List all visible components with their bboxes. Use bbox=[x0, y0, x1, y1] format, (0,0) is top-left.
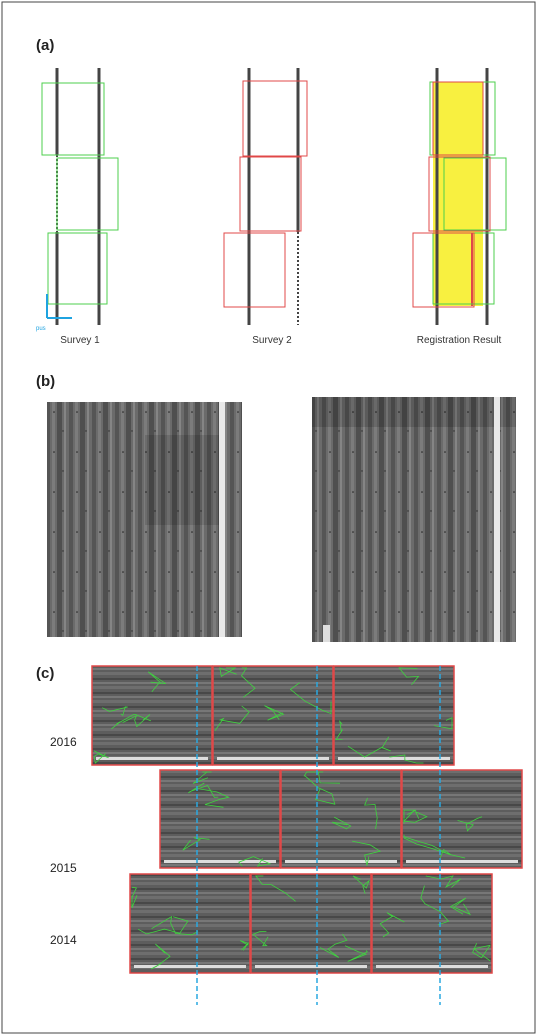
crack bbox=[344, 945, 368, 962]
caption: Survey 2 bbox=[252, 335, 292, 346]
pavement-tile bbox=[130, 874, 250, 973]
tile-border bbox=[250, 873, 372, 974]
lane-marking bbox=[134, 965, 246, 968]
tile-border bbox=[129, 873, 251, 974]
crack bbox=[403, 810, 428, 823]
crack bbox=[122, 714, 151, 728]
pavement-tile bbox=[160, 770, 280, 868]
crack bbox=[420, 885, 450, 926]
tile-border bbox=[159, 769, 281, 869]
tile-border bbox=[333, 665, 455, 766]
pavement-tile bbox=[251, 874, 371, 973]
axis-label: pus bbox=[36, 326, 46, 332]
crack bbox=[102, 706, 128, 716]
pavement-tile bbox=[372, 874, 492, 973]
lane-marking bbox=[96, 757, 208, 760]
crack bbox=[457, 816, 483, 832]
crack bbox=[147, 671, 166, 693]
crack bbox=[379, 912, 405, 938]
crack bbox=[364, 797, 378, 830]
year-label: 2014 bbox=[50, 933, 77, 947]
crack bbox=[93, 750, 109, 764]
pavement-tile bbox=[402, 770, 522, 868]
lane-marking bbox=[338, 757, 450, 760]
panel-label: (c) bbox=[36, 665, 54, 682]
lane-marking bbox=[217, 757, 329, 760]
survey-2-diagram bbox=[223, 68, 308, 325]
crack bbox=[347, 736, 391, 758]
crack bbox=[425, 875, 461, 888]
crack bbox=[398, 667, 420, 685]
pavement-image bbox=[47, 402, 242, 637]
crack bbox=[214, 705, 250, 731]
tile-border bbox=[212, 665, 334, 766]
lane-marking bbox=[285, 860, 397, 863]
crack bbox=[264, 705, 285, 721]
crack bbox=[434, 717, 453, 730]
registration-diagram bbox=[412, 68, 507, 325]
crack bbox=[188, 782, 219, 798]
crack bbox=[352, 875, 370, 894]
crack bbox=[131, 886, 138, 908]
tile-border bbox=[371, 873, 493, 974]
crack bbox=[150, 943, 171, 970]
crack bbox=[239, 940, 249, 951]
crack bbox=[219, 667, 237, 677]
crack bbox=[240, 667, 256, 698]
pavement-tile bbox=[281, 770, 401, 868]
crack bbox=[332, 816, 352, 830]
crack bbox=[111, 714, 152, 730]
lane-marking bbox=[255, 965, 367, 968]
survey-1-diagram bbox=[41, 68, 119, 325]
pavement-tile bbox=[92, 666, 212, 765]
crack bbox=[151, 915, 199, 936]
tile-border bbox=[91, 665, 213, 766]
crack bbox=[403, 809, 417, 824]
crack bbox=[252, 931, 269, 947]
pavement-tile bbox=[334, 666, 454, 765]
crack bbox=[335, 719, 343, 740]
crack bbox=[472, 943, 491, 962]
crack bbox=[319, 933, 348, 958]
year-label: 2015 bbox=[50, 861, 77, 875]
lane-marking bbox=[406, 860, 518, 863]
tile-border bbox=[280, 769, 402, 869]
crack bbox=[137, 916, 189, 935]
crack bbox=[303, 771, 341, 784]
lane-marking bbox=[376, 965, 488, 968]
crack bbox=[403, 834, 466, 859]
crack bbox=[255, 875, 296, 902]
lane-marking bbox=[164, 860, 276, 863]
caption: Registration Result bbox=[417, 335, 502, 346]
year-label: 2016 bbox=[50, 735, 77, 749]
panel-label: (a) bbox=[36, 37, 54, 54]
caption: Survey 1 bbox=[60, 335, 100, 346]
crack bbox=[238, 856, 272, 867]
registered-strips bbox=[91, 665, 523, 1005]
pavement-tile bbox=[213, 666, 333, 765]
crack bbox=[352, 840, 382, 866]
crack bbox=[449, 897, 472, 916]
panel-label: (b) bbox=[36, 373, 55, 390]
tile-border bbox=[401, 769, 523, 869]
crack bbox=[200, 788, 230, 808]
pavement-image bbox=[312, 397, 516, 642]
crack bbox=[389, 754, 424, 764]
crack bbox=[192, 771, 212, 784]
crack bbox=[289, 682, 332, 715]
